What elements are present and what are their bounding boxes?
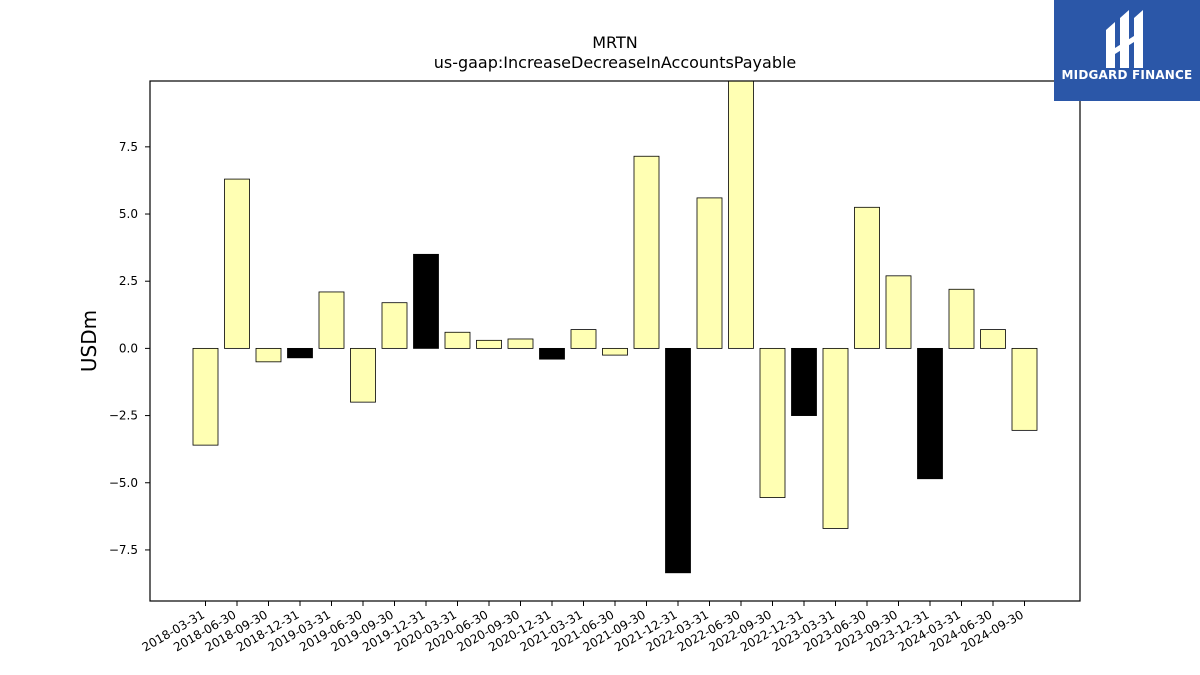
bar-2022-09-30 bbox=[759, 347, 786, 498]
bar-2021-06-30 bbox=[602, 347, 628, 356]
bar-2024-06-30 bbox=[980, 329, 1006, 349]
bar-2022-03-31 bbox=[696, 197, 723, 349]
y-tick-label: 0.0 bbox=[119, 341, 138, 355]
bar-2021-12-31 bbox=[665, 347, 691, 574]
bar-2023-03-31 bbox=[822, 347, 849, 529]
y-tick-label: 5.0 bbox=[119, 207, 138, 221]
chart-subtitle: us-gaap:IncreaseDecreaseInAccountsPayabl… bbox=[434, 53, 797, 72]
bar-2020-09-30 bbox=[507, 338, 534, 349]
bars-group bbox=[192, 80, 1038, 574]
bar-2020-03-31 bbox=[444, 331, 471, 349]
y-tick-label: 2.5 bbox=[119, 274, 138, 288]
logo-text: MIDGARD FINANCE bbox=[1061, 68, 1193, 82]
bar-2021-09-30 bbox=[633, 155, 660, 349]
midgard-logo-icon bbox=[1106, 10, 1143, 68]
bar-2018-03-31 bbox=[192, 347, 219, 446]
bar-2024-09-30 bbox=[1011, 347, 1038, 431]
bar-2019-03-31 bbox=[318, 291, 345, 349]
bar-2020-06-30 bbox=[476, 339, 502, 349]
bar-2018-06-30 bbox=[224, 178, 250, 349]
bar-2023-09-30 bbox=[885, 275, 912, 349]
y-tick-label: −2.5 bbox=[109, 409, 138, 423]
bar-2023-12-31 bbox=[917, 347, 943, 480]
bar-2024-03-31 bbox=[948, 288, 975, 349]
y-axis-ticks: −7.5 −5.0 −2.5 0.0 2.5 5.0 7.5 bbox=[109, 140, 150, 557]
plot-frame bbox=[149, 80, 1081, 602]
bar-2018-12-31 bbox=[287, 347, 313, 359]
y-tick-label: 7.5 bbox=[119, 140, 138, 154]
bar-2019-12-31 bbox=[413, 253, 439, 349]
bar-2021-03-31 bbox=[570, 329, 597, 349]
midgard-finance-logo: MIDGARD FINANCE bbox=[1054, 0, 1200, 101]
y-tick-label: −5.0 bbox=[109, 476, 138, 490]
bar-2019-09-30 bbox=[381, 302, 408, 349]
bar-2022-12-31 bbox=[791, 347, 817, 416]
bar-2022-06-30 bbox=[728, 80, 754, 349]
y-axis-label: USDm bbox=[77, 310, 101, 372]
bar-2019-06-30 bbox=[350, 347, 376, 403]
x-axis-ticks: 2018-03-312018-06-302018-09-302018-12-31… bbox=[140, 601, 1026, 654]
bar-2020-12-31 bbox=[539, 347, 565, 360]
bar-2018-09-30 bbox=[255, 347, 282, 363]
y-tick-label: −7.5 bbox=[109, 543, 138, 557]
chart-title: MRTN bbox=[592, 33, 638, 52]
bar-2023-06-30 bbox=[854, 206, 880, 349]
